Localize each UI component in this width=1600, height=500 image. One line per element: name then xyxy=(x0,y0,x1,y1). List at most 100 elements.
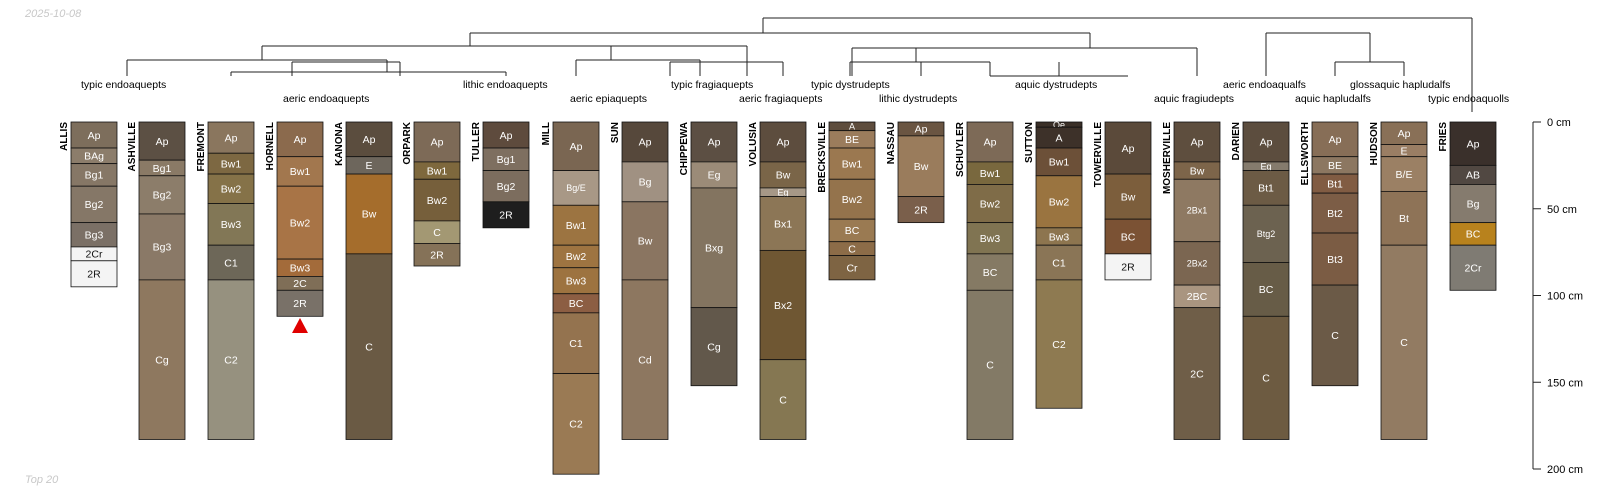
profile-name: FRIES xyxy=(1438,122,1449,152)
horizon-label: Ap xyxy=(1122,143,1135,155)
profile-name: TULLER xyxy=(471,121,482,161)
horizon-label: Ap xyxy=(294,134,307,146)
depth-tick-label: 0 cm xyxy=(1547,117,1571,129)
depth-tick-label: 50 cm xyxy=(1547,204,1577,216)
soil-profile: ELLSWORTH Ap BE Bt1 Bt2 Bt3 C xyxy=(1300,121,1359,387)
horizon-label: Ap xyxy=(708,137,721,149)
horizon-rect xyxy=(413,178,461,222)
horizon-rect xyxy=(345,121,393,158)
horizon-label: C1 xyxy=(1052,257,1066,269)
horizon-rect xyxy=(897,196,945,224)
horizon-label: Bw xyxy=(638,236,653,248)
horizon-rect xyxy=(70,121,118,149)
profile-name: TOWERVILLE xyxy=(1093,122,1104,188)
horizon-rect xyxy=(207,279,255,440)
horizon-label: 2R xyxy=(430,250,444,262)
horizon-label: C1 xyxy=(224,257,238,269)
horizon-label: Ap xyxy=(570,141,583,153)
horizon-rect xyxy=(966,222,1014,255)
horizon-label: Ap xyxy=(225,132,238,144)
horizon-label: Bt xyxy=(1399,213,1409,225)
profile-name: HUDSON xyxy=(1369,122,1380,165)
horizon-rect xyxy=(276,121,324,158)
profile-name: ASHVILLE xyxy=(127,122,138,172)
horizon-rect xyxy=(413,121,461,163)
horizon-rect xyxy=(207,121,255,154)
horizon-label: Bg3 xyxy=(153,242,172,254)
horizon-rect xyxy=(1242,121,1290,163)
taxon-label: typic dystrudepts xyxy=(811,79,890,91)
horizon-label: Ap xyxy=(777,137,790,149)
horizon-label: Ap xyxy=(915,124,928,136)
horizon-rect xyxy=(828,255,876,281)
horizon-label: 2Bx2 xyxy=(1187,259,1208,269)
horizon-rect xyxy=(621,279,669,440)
horizon-label: Ap xyxy=(1329,134,1342,146)
horizon-rect xyxy=(1380,244,1428,440)
horizon-rect xyxy=(966,253,1014,291)
horizon-label: A xyxy=(1055,132,1062,144)
horizon-label: 2BC xyxy=(1187,291,1208,303)
taxon-label: lithic endoaquepts xyxy=(463,79,548,91)
horizon-rect xyxy=(552,170,600,206)
date-label: 2025-10-08 xyxy=(25,8,82,20)
horizon-rect xyxy=(1449,244,1497,291)
horizon-label: Ap xyxy=(1260,137,1273,149)
horizon-label: C2 xyxy=(224,354,238,366)
soil-profile: VOLUSIA Ap Bw Eg Bx1 Bx2 C xyxy=(748,121,807,440)
horizon-label: Ap xyxy=(1191,137,1204,149)
profile-name: ELLSWORTH xyxy=(1300,122,1311,185)
soil-profile: SUN Ap Bg Bw Cd xyxy=(610,121,669,440)
horizon-rect xyxy=(759,249,807,361)
horizon-label: 2Bx1 xyxy=(1187,206,1208,216)
horizon-label: Bg2 xyxy=(85,199,104,211)
profile-name: SUN xyxy=(610,122,621,143)
soil-profile: TOWERVILLE Ap Bw BC 2R xyxy=(1093,121,1152,281)
horizon-label: Cr xyxy=(846,263,858,275)
horizon-rect xyxy=(345,253,393,440)
profile-name: BRECKSVILLE xyxy=(817,122,828,193)
soil-profile: MOSHERVILLE Ap Bw 2Bx1 2Bx2 2BC 2C xyxy=(1162,121,1221,440)
profile-name: MILL xyxy=(541,122,552,145)
horizon-rect xyxy=(1104,218,1152,255)
soil-profile: CHIPPEWA Ap Eg Bxg Cg xyxy=(679,121,738,387)
horizon-label: Bg xyxy=(639,177,652,189)
horizon-label: Bt1 xyxy=(1327,178,1343,190)
horizon-label: Bw xyxy=(362,209,377,221)
horizon-rect xyxy=(1035,175,1083,229)
horizon-label: 2R xyxy=(1121,262,1135,274)
taxon-label: typic fragiaquepts xyxy=(671,79,753,91)
horizon-rect xyxy=(1035,244,1083,281)
horizon-label: Bw1 xyxy=(566,220,587,232)
horizon-label: Bw1 xyxy=(1049,157,1070,169)
horizon-label: 2Cr xyxy=(86,249,103,261)
horizon-label: Bw1 xyxy=(980,168,1001,180)
horizon-label: Ap xyxy=(363,134,376,146)
horizon-label: E xyxy=(365,160,372,172)
horizon-rect xyxy=(276,185,324,260)
horizon-rect xyxy=(207,244,255,281)
horizon-rect xyxy=(207,203,255,246)
horizon-label: Ap xyxy=(639,137,652,149)
horizon-label: Eg xyxy=(777,188,788,198)
horizon-label: Ap xyxy=(431,137,444,149)
soil-profile: SUTTON Oe A Bw1 Bw2 Bw3 C1 C2 xyxy=(1024,120,1083,409)
soil-profile: MILL Ap Bg/E Bw1 Bw2 Bw3 BC C1 C2 xyxy=(541,121,600,475)
profile-name: MOSHERVILLE xyxy=(1162,122,1173,194)
taxon-label: aeric epiaquepts xyxy=(570,93,647,105)
profile-name: FREMONT xyxy=(196,122,207,171)
horizon-label: Bw1 xyxy=(221,158,242,170)
horizon-rect xyxy=(1242,170,1290,206)
horizon-label: 2R xyxy=(293,298,307,310)
soil-profile: ORPARK Ap Bw1 Bw2 C 2R xyxy=(402,121,461,267)
horizon-label: Cg xyxy=(707,341,721,353)
horizon-label: Bw2 xyxy=(427,195,448,207)
taxon-label: aeric fragiaquepts xyxy=(739,93,822,105)
profile-name: SCHUYLER xyxy=(955,121,966,177)
horizon-label: Bg2 xyxy=(497,181,516,193)
horizon-label: Bg1 xyxy=(153,163,172,175)
horizon-rect xyxy=(276,289,324,317)
horizon-rect xyxy=(1449,184,1497,224)
bottom-marker-triangle xyxy=(292,318,308,333)
